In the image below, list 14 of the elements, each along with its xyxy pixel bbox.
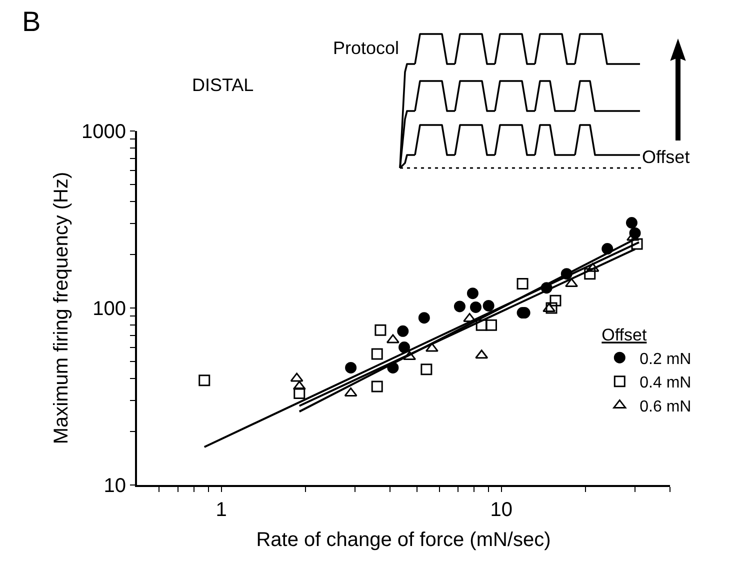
legend-label: 0.6 mN <box>640 398 692 416</box>
x-axis-title: Rate of change of force (mN/sec) <box>256 529 551 551</box>
text: DISTAL <box>192 75 254 95</box>
chart-title: B <box>22 6 41 37</box>
y-tick-label: 10 <box>104 475 126 497</box>
y-axis-title: Maximum firing frequency (Hz) <box>50 172 72 444</box>
y-tick-label: 1000 <box>82 121 126 143</box>
text: Protocol <box>333 38 400 58</box>
y-tick-label: 100 <box>92 298 126 320</box>
legend-label: 0.2 mN <box>640 350 692 368</box>
legend-label: 0.4 mN <box>640 374 692 392</box>
annotation: Offset <box>642 147 690 167</box>
x-tick-label: 1 <box>216 499 227 521</box>
legend-title: Offset <box>602 326 647 345</box>
